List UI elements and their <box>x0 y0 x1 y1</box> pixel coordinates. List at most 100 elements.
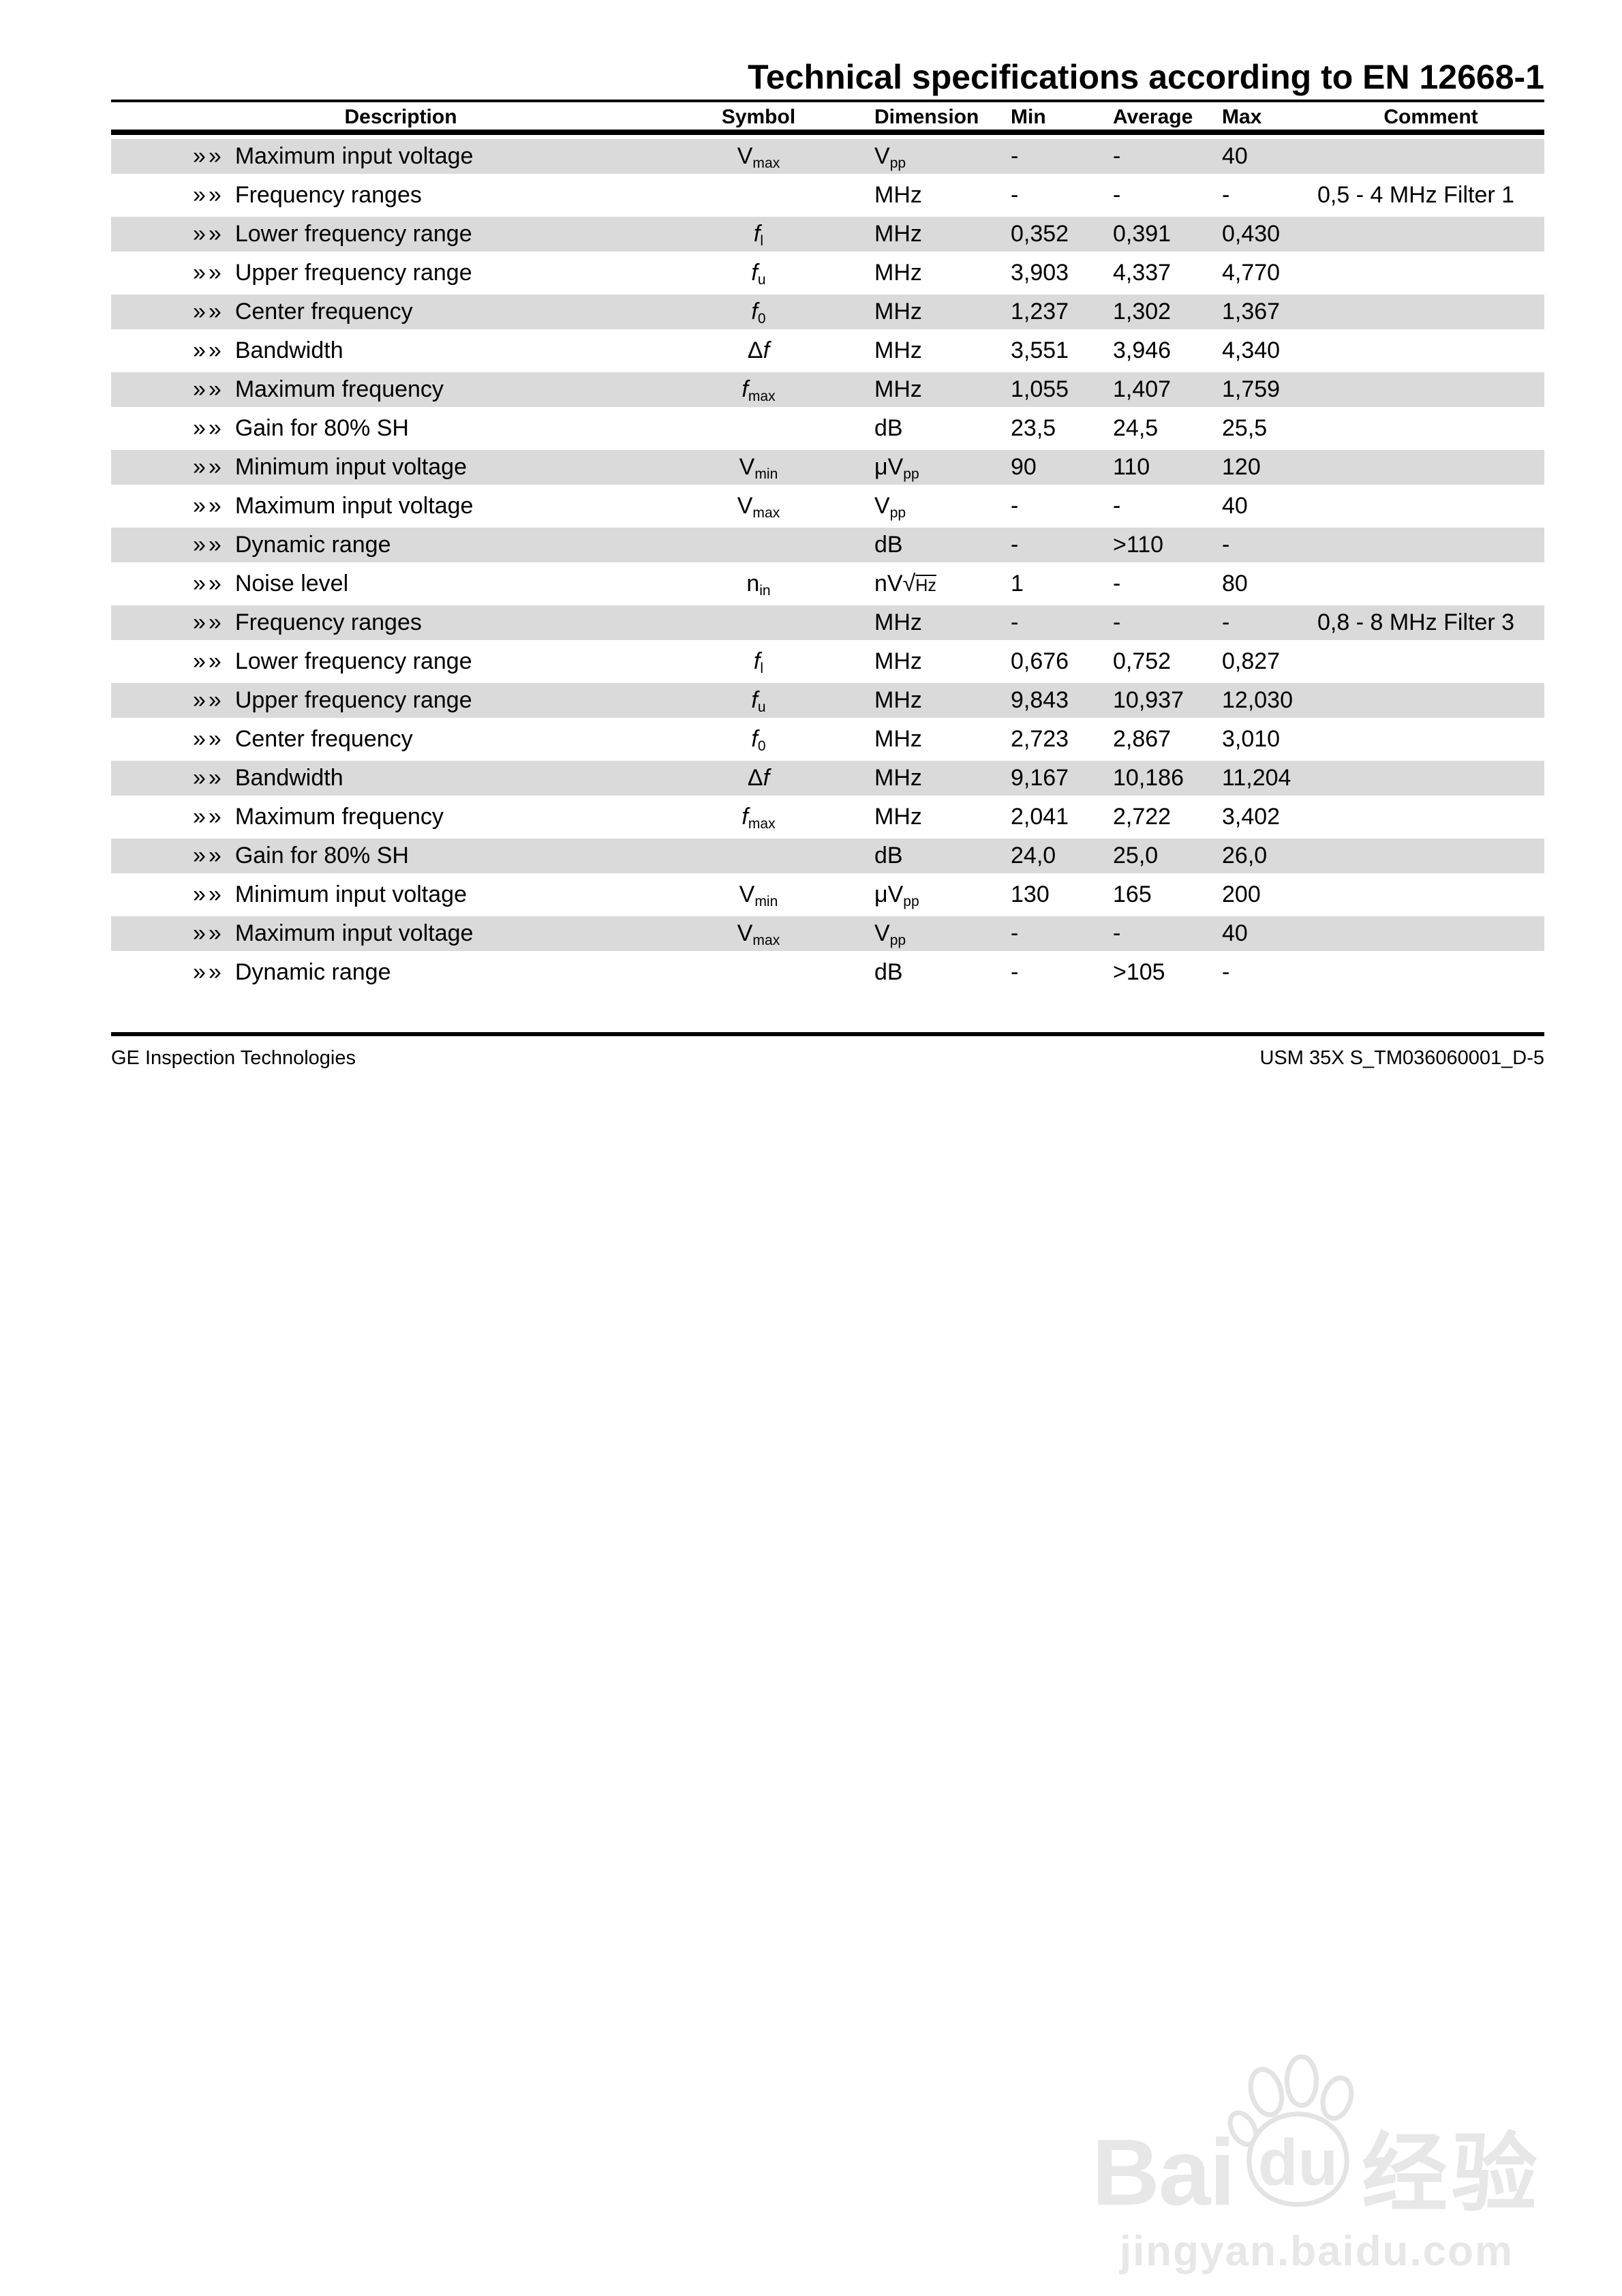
cell-symbol: fu <box>751 687 766 715</box>
cell-average: - <box>1113 920 1121 946</box>
row-marker: »» <box>193 648 224 674</box>
watermark-brand-text2: du <box>1257 2126 1338 2199</box>
cell-symbol: fmax <box>741 804 776 832</box>
cell-symbol: Vmax <box>737 493 780 521</box>
cell-min: - <box>1011 609 1019 635</box>
column-header-max: Max <box>1222 106 1262 128</box>
row-marker: »» <box>193 804 224 830</box>
cell-min: 130 <box>1011 881 1050 907</box>
cell-dimension: MHz <box>874 648 922 674</box>
cell-description: »» Dynamic range <box>193 532 391 558</box>
cell-average: 2,867 <box>1113 726 1172 752</box>
row-marker: »» <box>193 376 224 402</box>
watermark-url: jingyan.baidu.com <box>1119 2228 1514 2275</box>
footer-document-id: USM 35X S_TM036060001_D-5 <box>1259 1047 1544 1069</box>
watermark-logo-line: Bai du 经验 <box>1085 2055 1548 2220</box>
cell-symbol: Δf <box>747 337 770 363</box>
cell-max: - <box>1222 609 1230 635</box>
cell-max: 3,402 <box>1222 804 1281 830</box>
cell-average: 2,722 <box>1113 804 1172 830</box>
row-marker: »» <box>193 532 224 558</box>
cell-dimension: MHz <box>874 687 922 713</box>
cell-description: »» Maximum input voltage <box>193 143 474 169</box>
cell-dimension: MHz <box>874 376 922 402</box>
cell-dimension: dB <box>874 843 903 868</box>
cell-description: »» Minimum input voltage <box>193 454 467 480</box>
cell-description: »» Dynamic range <box>193 959 391 985</box>
row-marker: »» <box>193 609 224 635</box>
table-row: »» Center frequency f0 MHz 2,723 2,867 3,010 <box>111 722 1544 757</box>
cell-average: 1,407 <box>1113 376 1172 402</box>
header-rule <box>111 130 1544 135</box>
cell-min: 1,055 <box>1011 376 1069 402</box>
cell-max: - <box>1222 959 1230 985</box>
spec-table-body: »» Maximum input voltage Vmax Vpp - - 40 »» Freq… <box>111 139 1544 990</box>
cell-average: 110 <box>1113 454 1150 480</box>
cell-min: - <box>1011 920 1019 946</box>
cell-description: »» Frequency ranges <box>193 609 422 635</box>
cell-symbol: Vmin <box>739 454 778 482</box>
row-marker: »» <box>193 726 224 752</box>
cell-average: 10,937 <box>1113 687 1184 713</box>
row-marker: »» <box>193 337 224 363</box>
cell-max: 11,204 <box>1222 765 1291 791</box>
table-row: »» Dynamic range dB - >110 - <box>111 528 1544 562</box>
cell-symbol: Vmax <box>737 143 780 171</box>
cell-dimension: MHz <box>874 221 922 247</box>
cell-average: >110 <box>1113 532 1164 558</box>
table-row: »» Gain for 80% SH dB 23,5 24,5 25,5 <box>111 411 1544 446</box>
cell-average: - <box>1113 493 1121 519</box>
row-marker: »» <box>193 415 224 441</box>
row-marker: »» <box>193 143 224 169</box>
cell-average: >105 <box>1113 959 1165 985</box>
cell-max: 1,367 <box>1222 299 1281 324</box>
cell-min: 1 <box>1011 571 1024 596</box>
cell-average: 24,5 <box>1113 415 1159 441</box>
row-marker: »» <box>193 687 224 713</box>
table-row: »» Frequency ranges MHz - - - 0,5 - 4 MHz Filt… <box>111 178 1544 213</box>
cell-dimension: MHz <box>874 804 922 830</box>
row-marker: »» <box>193 959 224 985</box>
column-header-symbol: Symbol <box>721 106 796 128</box>
cell-symbol: fmax <box>741 376 776 404</box>
cell-dimension: MHz <box>874 182 922 208</box>
table-row: »» Minimum input voltage Vmin μVpp 90 110 120 <box>111 450 1544 485</box>
cell-max: 12,030 <box>1222 687 1293 713</box>
cell-max: 0,827 <box>1222 648 1281 674</box>
cell-comment: 0,8 - 8 MHz Filter 3 <box>1317 609 1515 635</box>
cell-description: »» Gain for 80% SH <box>193 843 409 868</box>
table-row: »» Lower frequency range fl MHz 0,352 0,391 0,… <box>111 217 1544 252</box>
cell-min: 9,843 <box>1011 687 1069 713</box>
cell-description: »» Center frequency <box>193 299 413 324</box>
cell-dimension: MHz <box>874 765 922 791</box>
cell-min: 2,723 <box>1011 726 1069 752</box>
table-row: »» Bandwidth Δf MHz 9,167 10,186 11,204 <box>111 761 1544 796</box>
cell-description: »» Maximum frequency <box>193 804 444 830</box>
cell-dimension: dB <box>874 959 903 985</box>
cell-symbol: fl <box>753 648 764 676</box>
table-row: »» Upper frequency range fu MHz 9,843 10,937 1… <box>111 683 1544 718</box>
cell-average: 1,302 <box>1113 299 1172 324</box>
cell-description: »» Noise level <box>193 571 349 596</box>
cell-description: »» Upper frequency range <box>193 687 472 713</box>
footer-rule <box>111 1032 1544 1036</box>
cell-average: 4,337 <box>1113 260 1172 286</box>
cell-min: 9,167 <box>1011 765 1069 791</box>
table-row: »» Noise level nin nV√Hz 1 - 80 <box>111 567 1544 601</box>
cell-max: 40 <box>1222 920 1248 946</box>
cell-symbol: nin <box>746 571 771 599</box>
table-row: »» Upper frequency range fu MHz 3,903 4,337 4,… <box>111 256 1544 290</box>
table-row: »» Maximum frequency fmax MHz 2,041 2,722 3,40… <box>111 800 1544 834</box>
cell-description: »» Upper frequency range <box>193 260 472 286</box>
cell-dimension: Vpp <box>874 920 906 948</box>
cell-symbol: Vmax <box>737 920 780 948</box>
row-marker: »» <box>193 299 224 324</box>
row-marker: »» <box>193 221 224 247</box>
row-marker: »» <box>193 182 224 208</box>
cell-description: »» Lower frequency range <box>193 648 472 674</box>
cell-min: - <box>1011 493 1019 519</box>
cell-dimension: MHz <box>874 609 922 635</box>
cell-description: »» Frequency ranges <box>193 182 422 208</box>
cell-max: 120 <box>1222 454 1261 480</box>
cell-average: 25,0 <box>1113 843 1159 868</box>
